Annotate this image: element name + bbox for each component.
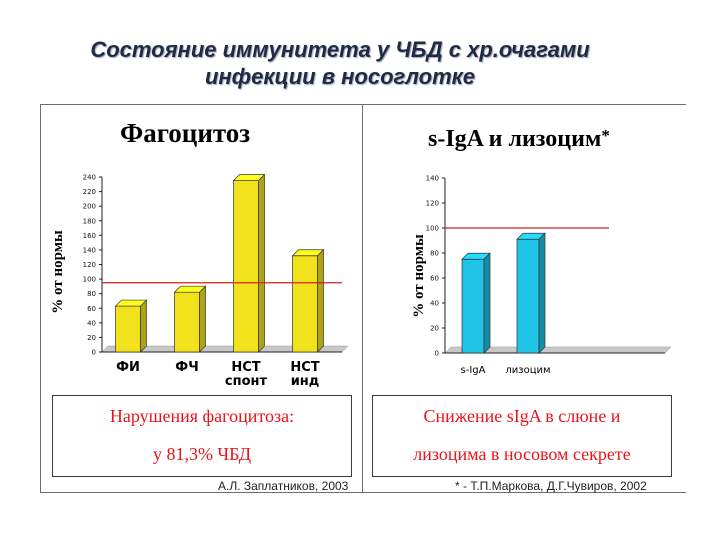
y-tick-label: 20 (87, 334, 96, 342)
left-conclusion-line-2: у 81,3% ЧБД (152, 444, 252, 464)
right-conclusion-box: Снижение sIgA в слюне и лизоцима в носов… (372, 395, 672, 477)
bar (461, 258, 485, 354)
y-tick-label: 200 (83, 203, 96, 211)
bar-side (258, 173, 265, 353)
right-conclusion-line-2: лизоцима в носовом секрете (413, 444, 631, 464)
y-tick-label: 0 (92, 349, 96, 357)
y-tick-label: 100 (426, 225, 439, 233)
x-tick-label: лизоцим (505, 365, 550, 376)
y-tick-label: 140 (83, 246, 96, 254)
right-panel-title: s-IgA и лизоцим* (428, 126, 610, 153)
y-tick-label: 20 (430, 325, 439, 333)
x-tick-label: НСТ (290, 360, 319, 375)
top-divider (40, 104, 686, 105)
bottom-divider (40, 492, 686, 493)
x-tick-label: ФИ (116, 360, 140, 375)
y-tick-label: 160 (83, 232, 96, 240)
x-tick-label: спонт (225, 374, 268, 389)
y-tick-label: 140 (426, 175, 439, 183)
y-tick-label: 220 (83, 188, 96, 196)
left-conclusion-line-1: Нарушения фагоцитоза: (109, 406, 295, 426)
y-tick-label: 60 (430, 275, 439, 283)
bar-side (317, 248, 324, 353)
right-panel-title-mark: * (601, 126, 610, 145)
x-tick-label: s-IgA (461, 365, 486, 376)
y-tick-label: 100 (83, 276, 96, 284)
y-tick-label: 80 (430, 250, 439, 258)
y-tick-label: 120 (426, 200, 439, 208)
y-tick-label: 40 (430, 300, 439, 308)
x-tick-label: НСТ (231, 360, 260, 375)
center-divider (362, 104, 363, 492)
bar (233, 180, 259, 353)
left-divider (40, 104, 41, 492)
y-tick-label: 40 (87, 319, 96, 327)
slide-title-line-2: инфекции в носоглотке (204, 64, 476, 89)
bar-side (483, 252, 491, 354)
slide-title: Состояние иммунитета у ЧБД с хр.очагами … (20, 36, 660, 90)
bar-side (538, 232, 546, 354)
bar (115, 305, 141, 353)
bar-side (140, 299, 147, 353)
right-panel-title-text: s-IgA и лизоцим (428, 126, 602, 152)
x-tick-label: ФЧ (175, 360, 198, 375)
left-author-credit: А.Л. Заплатников, 2003 (218, 479, 349, 493)
left-bar-chart: 0 20 40 60 80 100 120 140 160 180 200 220 240 ФИ ФЧ НСТ… (83, 173, 349, 389)
y-tick-label: 80 (87, 290, 96, 298)
y-tick-label: 180 (83, 217, 96, 225)
left-conclusion-box: Нарушения фагоцитоза: у 81,3% ЧБД (52, 395, 352, 477)
slide-title-line-1: Состояние иммунитета у ЧБД с хр.очагами (90, 37, 590, 62)
left-panel-title: Фагоцитоз (120, 118, 251, 148)
y-tick-label: 0 (435, 350, 439, 358)
bar (292, 255, 318, 353)
bar (174, 291, 200, 353)
right-bar-chart: 0 20 40 60 80 100 120 140 s-IgA лизоцим (426, 175, 672, 376)
y-tick-label: 240 (83, 174, 96, 182)
x-tick-label: инд (291, 374, 320, 389)
y-tick-label: 120 (83, 261, 96, 269)
right-conclusion-line-1: Снижение sIgA в слюне и (423, 406, 621, 426)
bar (516, 238, 540, 354)
bar-side (199, 285, 206, 353)
y-tick-label: 60 (87, 305, 96, 313)
right-author-credit: * - Т.П.Маркова, Д.Г.Чувиров, 2002 (455, 479, 647, 493)
